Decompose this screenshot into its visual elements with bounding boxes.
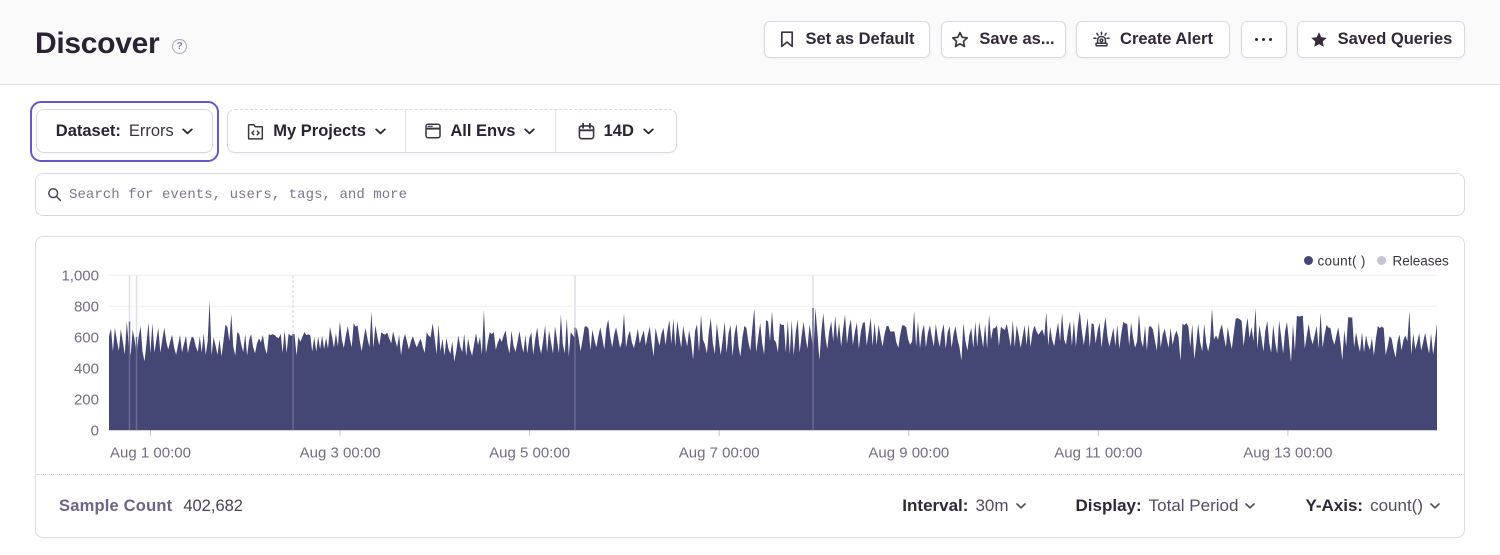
- svg-text:Aug 13 00:00: Aug 13 00:00: [1243, 445, 1332, 462]
- svg-text:count( ): count( ): [1318, 254, 1366, 269]
- svg-text:400: 400: [74, 360, 99, 377]
- svg-text:Aug 1 00:00: Aug 1 00:00: [110, 445, 191, 462]
- svg-text:Aug 9 00:00: Aug 9 00:00: [868, 445, 949, 462]
- svg-text:1,000: 1,000: [61, 267, 99, 284]
- svg-text:Releases: Releases: [1393, 254, 1450, 269]
- svg-text:800: 800: [74, 298, 99, 315]
- svg-text:Aug 5 00:00: Aug 5 00:00: [489, 445, 570, 462]
- svg-text:0: 0: [91, 422, 99, 439]
- svg-text:Aug 11 00:00: Aug 11 00:00: [1054, 445, 1142, 462]
- svg-text:Aug 3 00:00: Aug 3 00:00: [300, 445, 381, 462]
- svg-text:Aug 7 00:00: Aug 7 00:00: [679, 445, 760, 462]
- svg-text:600: 600: [74, 329, 99, 346]
- svg-text:200: 200: [74, 391, 99, 408]
